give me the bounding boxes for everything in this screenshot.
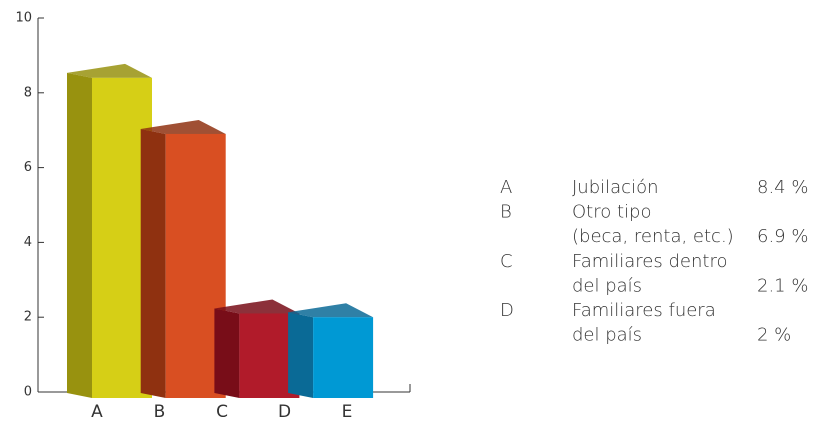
legend-label: Familiares dentro <box>572 251 727 272</box>
legend-value: 6.9 % <box>757 226 808 247</box>
legend-key: B <box>500 202 512 223</box>
bar-top <box>140 119 226 134</box>
legend-label: Otro tipo <box>572 202 651 223</box>
legend-value: 2.1 % <box>757 275 808 296</box>
legend-value: 2 % <box>757 325 791 346</box>
bar-top <box>288 303 374 318</box>
bar-top <box>67 63 152 78</box>
x-tick-label: D <box>278 402 291 421</box>
bar-side <box>288 312 314 398</box>
y-tick-label: 10 <box>15 11 32 26</box>
bar-side <box>67 72 92 398</box>
x-tick-label: E <box>342 402 353 421</box>
bar <box>140 119 226 398</box>
legend-key: C <box>500 251 513 272</box>
y-tick-label: 8 <box>24 85 32 100</box>
legend-key: A <box>500 177 512 198</box>
y-tick-label: 4 <box>24 235 32 250</box>
x-tick-label: C <box>216 402 228 421</box>
x-tick-label: B <box>154 402 166 421</box>
bar-side <box>214 308 240 398</box>
bar <box>288 303 374 398</box>
y-tick-label: 6 <box>24 160 32 175</box>
bar-side <box>140 128 166 398</box>
bar-front <box>313 317 374 398</box>
y-tick-label: 0 <box>24 385 32 400</box>
legend-label: (beca, renta, etc.) <box>572 226 734 247</box>
legend-value: 8.4 % <box>757 177 808 198</box>
legend-key: D <box>500 300 514 321</box>
legend-label: Familiares fuera <box>572 300 716 321</box>
legend-label: Jubilación <box>572 177 659 198</box>
y-tick-label: 2 <box>24 310 32 325</box>
x-tick-label: A <box>91 402 103 421</box>
bar-top <box>214 299 300 314</box>
bar <box>214 299 300 398</box>
legend-label: del país <box>572 325 642 346</box>
legend-label: del país <box>572 275 642 296</box>
bar <box>67 63 152 398</box>
